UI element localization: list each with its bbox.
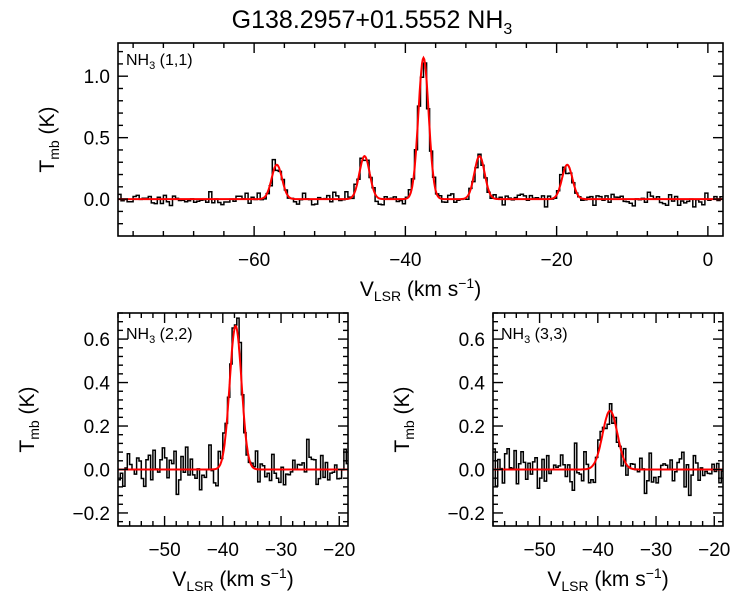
x-tick-label: 0 [703, 250, 714, 271]
y-axis-label-unit: (K) [36, 106, 59, 140]
figure-title-main: G138.2957+01.5552 NH [232, 6, 504, 34]
y-tick-label: 0.0 [84, 460, 110, 481]
y-tick-label: 0.5 [84, 129, 110, 150]
x-tick-label: −40 [582, 540, 614, 561]
y-tick-label: 1.0 [84, 67, 110, 88]
x-axis-label-main: V [360, 278, 374, 301]
y-axis-label: Tmb (K) [16, 386, 42, 452]
x-axis-label-sub: LSR [374, 288, 401, 304]
x-axis-label-close: ) [662, 568, 669, 591]
panel-nh3-2-2: −50 −40 −30 −20 −0.2 0.0 0.2 0.4 0.6 NH3 (2,2) Tmb… [16, 312, 355, 594]
panel-label-rest: (3,3) [530, 326, 567, 343]
panel-label-sub: 3 [149, 60, 155, 72]
panel-nh3-3-3: −50 −40 −30 −20 −0.2 0.0 0.2 0.4 0.6 NH3 (3,3) Tmb… [391, 312, 730, 594]
panel-label: NH3 (1,1) [126, 52, 193, 72]
figure-title-sub: 3 [503, 21, 512, 38]
x-axis-label-main: V [547, 568, 561, 591]
y-axis-label-main: T [391, 440, 414, 453]
y-tick-label: 0.0 [459, 460, 485, 481]
x-axis-label-main: V [172, 568, 186, 591]
x-tick-label: −20 [698, 540, 730, 561]
observed-spectrum-line [118, 62, 723, 208]
panel-nh3-1-1: −60 −40 −20 0 0.0 0.5 1.0 NH3 (1,1) Tmb (K) VLSR … [36, 42, 724, 304]
gaussian-fit-line [493, 409, 723, 471]
plot-frame [492, 312, 724, 527]
y-tick-label: 0.6 [459, 330, 485, 351]
y-axis-label-sub: mb [401, 420, 417, 440]
y-tick-label: −0.2 [72, 504, 110, 525]
gaussian-fit-line [118, 55, 723, 201]
panel-label-main: NH [126, 52, 149, 69]
figure-title: G138.2957+01.5552 NH3 [232, 6, 513, 38]
x-tick-label: −30 [640, 540, 672, 561]
panel-label: NH3 (3,3) [501, 326, 568, 346]
gaussian-fit-line [118, 324, 348, 471]
observed-spectrum-line [493, 402, 723, 497]
panel-label-main: NH [501, 326, 524, 343]
plot-frame [117, 312, 349, 527]
y-tick-label: 0.2 [459, 417, 485, 438]
y-tick-label: 0.0 [84, 190, 110, 211]
x-axis-label-sub: LSR [186, 578, 213, 594]
y-axis-label-unit: (K) [391, 386, 414, 420]
x-axis-label: VLSR (km s−1) [172, 565, 293, 594]
x-axis-label-close: ) [287, 568, 294, 591]
y-tick-label: 0.2 [84, 417, 110, 438]
panel-label-sub: 3 [149, 334, 155, 346]
y-tick-label: −0.2 [447, 504, 485, 525]
x-tick-label: −50 [523, 540, 555, 561]
x-axis-label: VLSR (km s−1) [360, 275, 481, 304]
x-tick-label: −30 [265, 540, 297, 561]
x-axis-label-sub: LSR [561, 578, 588, 594]
panel-label-rest: (2,2) [155, 326, 192, 343]
y-tick-label: 0.4 [459, 374, 486, 395]
x-axis-label-unit: (km s [589, 568, 646, 591]
x-tick-label: −50 [148, 540, 180, 561]
y-axis-label-sub: mb [46, 140, 62, 160]
x-tick-label: −40 [389, 250, 421, 271]
plot-frame [117, 42, 724, 237]
x-axis-label-sup: −1 [271, 565, 287, 581]
panel-label: NH3 (2,2) [126, 326, 193, 346]
x-axis-label-unit: (km s [401, 278, 458, 301]
y-axis-label: Tmb (K) [391, 386, 417, 452]
x-tick-label: −60 [238, 250, 270, 271]
y-axis-label-main: T [16, 440, 39, 453]
x-axis-label-sup: −1 [458, 275, 474, 291]
y-tick-label: 0.6 [84, 330, 110, 351]
y-axis-label-sub: mb [26, 420, 42, 440]
y-axis-label-main: T [36, 160, 59, 173]
panel-label-main: NH [126, 326, 149, 343]
y-axis-label-unit: (K) [16, 386, 39, 420]
x-axis-label-unit: (km s [214, 568, 271, 591]
x-tick-label: −20 [323, 540, 355, 561]
x-axis-label-close: ) [474, 278, 481, 301]
y-tick-label: 0.4 [84, 374, 111, 395]
x-axis-label: VLSR (km s−1) [547, 565, 668, 594]
x-tick-label: −20 [541, 250, 573, 271]
panel-label-sub: 3 [524, 334, 530, 346]
x-tick-label: −40 [207, 540, 239, 561]
panel-label-rest: (1,1) [155, 52, 192, 69]
x-axis-label-sup: −1 [646, 565, 662, 581]
y-axis-label: Tmb (K) [36, 106, 62, 172]
